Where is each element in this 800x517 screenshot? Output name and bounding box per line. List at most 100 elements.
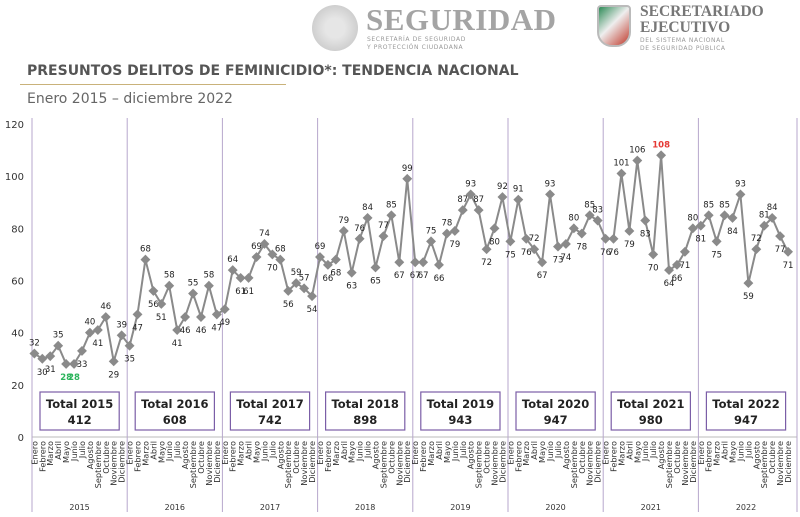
data-point xyxy=(156,299,167,309)
data-label: 76 xyxy=(354,224,365,234)
sesnsp-title-line: EJECUTIVO xyxy=(640,19,731,36)
data-label: 40 xyxy=(84,318,95,328)
data-point xyxy=(441,228,452,239)
month-label: Abril xyxy=(244,441,254,460)
month-label: Mayo xyxy=(156,441,166,463)
month-label: Febrero xyxy=(37,441,47,472)
data-point xyxy=(338,225,349,236)
data-point xyxy=(172,325,183,336)
month-label: Julio xyxy=(172,441,182,459)
month-label: Agosto xyxy=(275,441,285,469)
data-point xyxy=(687,223,698,234)
data-point xyxy=(449,225,460,236)
month-label: Diciembre xyxy=(497,441,507,483)
data-point xyxy=(211,309,222,320)
total-box xyxy=(229,391,311,431)
data-point xyxy=(576,228,587,239)
data-point xyxy=(307,291,317,302)
year-label: 2020 xyxy=(545,503,565,512)
month-label: Abril xyxy=(720,441,730,460)
data-label: 35 xyxy=(53,331,64,341)
month-label: Junio xyxy=(735,441,745,462)
month-label: Junio xyxy=(69,441,79,462)
y-tick-label: 20 xyxy=(11,381,24,392)
month-label: Octubre xyxy=(577,441,587,474)
month-label: Septiembre xyxy=(569,441,579,488)
title-divider xyxy=(20,84,286,85)
month-label: Julio xyxy=(267,441,277,459)
total-box-label: Total 2016 xyxy=(141,397,208,411)
data-label: 65 xyxy=(370,276,381,286)
sesnsp-logo-title: SECRETARIADO EJECUTIVO xyxy=(640,4,764,36)
data-label: 71 xyxy=(679,261,690,271)
data-point xyxy=(584,210,595,221)
data-label: 68 xyxy=(275,245,286,255)
data-label: 79 xyxy=(338,216,349,226)
data-point xyxy=(370,262,381,273)
data-point xyxy=(695,220,706,231)
data-point xyxy=(529,244,540,255)
data-point xyxy=(140,254,151,265)
month-label: Mayo xyxy=(632,441,642,463)
month-label: Marzo xyxy=(236,441,246,466)
month-label: Diciembre xyxy=(688,441,698,483)
y-tick-label: 0 xyxy=(18,433,24,444)
total-box-label: Total 2018 xyxy=(331,397,398,411)
data-label: 87 xyxy=(473,195,484,205)
data-label: 85 xyxy=(719,200,730,210)
data-point xyxy=(608,233,619,244)
data-label: 30 xyxy=(37,368,48,378)
data-label: 67 xyxy=(537,271,548,281)
month-label: Diciembre xyxy=(593,441,603,483)
data-point xyxy=(180,312,191,322)
data-point xyxy=(243,272,254,283)
data-label: 108 xyxy=(652,140,670,150)
month-label: Junio xyxy=(545,441,555,462)
data-label: 80 xyxy=(687,213,698,223)
month-label: Febrero xyxy=(418,441,428,472)
data-point xyxy=(219,304,230,315)
month-label: Marzo xyxy=(140,441,150,466)
month-label: Agosto xyxy=(656,441,666,469)
month-label: Septiembre xyxy=(188,441,198,488)
data-point xyxy=(679,246,690,257)
month-label: Julio xyxy=(553,441,563,459)
data-label: 101 xyxy=(613,159,629,169)
total-box xyxy=(325,391,406,431)
month-label: Septiembre xyxy=(283,441,293,488)
month-label: Febrero xyxy=(609,441,619,472)
data-label: 64 xyxy=(227,255,238,265)
month-label: Septiembre xyxy=(378,441,388,488)
data-point xyxy=(592,215,603,226)
month-label: Diciembre xyxy=(117,441,127,483)
y-tick-label: 80 xyxy=(11,224,24,235)
sesnsp-logo-subtitle: DEL SISTEMA NACIONAL DE SEGURIDAD PÚBLIC… xyxy=(640,37,726,53)
month-label: Agosto xyxy=(751,441,761,469)
data-point xyxy=(537,257,548,268)
data-point xyxy=(188,288,198,299)
seguridad-logo-subtitle: SECRETARÍA DE SEGURIDAD Y PROTECCIÓN CIU… xyxy=(367,36,466,52)
month-label: Julio xyxy=(77,441,87,459)
data-label: 76 xyxy=(600,248,611,258)
month-label: Mayo xyxy=(537,441,547,463)
data-point xyxy=(457,205,468,216)
y-tick-label: 60 xyxy=(11,277,24,288)
month-label: Mayo xyxy=(252,441,262,463)
data-label: 51 xyxy=(156,313,167,323)
year-label: 2016 xyxy=(165,503,185,512)
data-point xyxy=(164,280,175,291)
data-point xyxy=(497,192,508,202)
month-label: Diciembre xyxy=(783,441,793,483)
data-label: 93 xyxy=(545,179,556,189)
data-point xyxy=(664,265,674,276)
data-point xyxy=(402,173,413,184)
month-label: Abril xyxy=(529,441,539,460)
data-label: 71 xyxy=(783,261,794,271)
data-label: 91 xyxy=(513,185,524,195)
mexico-emblem-logo xyxy=(312,5,358,51)
data-point xyxy=(703,210,714,221)
data-label: 57 xyxy=(299,273,310,283)
data-point xyxy=(711,236,722,247)
data-point xyxy=(330,254,341,265)
month-label: Noviembre xyxy=(775,441,785,486)
